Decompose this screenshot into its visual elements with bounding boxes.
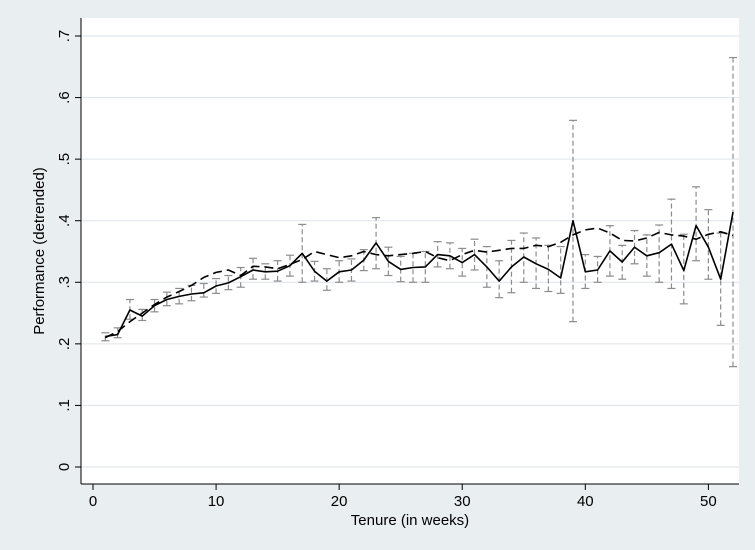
error-bar <box>421 250 430 283</box>
axes <box>80 18 739 485</box>
error-bar <box>224 274 233 291</box>
y-tick-label: .4 <box>56 214 73 227</box>
error-bar <box>692 186 701 262</box>
y-tick-label: 0 <box>56 463 73 471</box>
y-ticks: 0 .1 .2 .3 .4 .5 .6 .7 <box>56 30 81 471</box>
x-tick-label: 50 <box>700 493 717 510</box>
error-bar <box>150 298 159 313</box>
error-bar <box>458 247 467 277</box>
error-bar <box>322 268 331 291</box>
series-dashed-line <box>104 227 734 339</box>
y-tick-label: .5 <box>56 153 73 166</box>
error-bar <box>249 257 257 280</box>
x-tick-label: 30 <box>454 493 471 510</box>
error-bar <box>655 224 664 283</box>
error-bar <box>556 245 565 294</box>
y-tick-label: .6 <box>56 91 73 104</box>
x-ticks: 0 10 20 30 40 50 <box>89 484 717 510</box>
plot-area <box>81 18 739 484</box>
x-tick-label: 40 <box>577 493 594 510</box>
y-tick-label: .3 <box>56 276 73 289</box>
error-bar <box>162 291 171 307</box>
x-tick-label: 0 <box>89 493 97 510</box>
error-bars <box>101 56 737 368</box>
y-tick-label: .2 <box>56 338 73 351</box>
error-bar <box>101 332 110 342</box>
y-tick-label: .7 <box>56 30 73 43</box>
y-axis-title: Performance (detrended) <box>31 167 48 335</box>
grid <box>81 35 739 468</box>
x-axis-title: Tenure (in weeks) <box>351 512 469 529</box>
error-bar <box>212 277 221 294</box>
series-lines <box>104 211 734 339</box>
error-bar <box>384 246 393 277</box>
error-bar <box>138 308 147 322</box>
y-tick-label: .1 <box>56 399 73 412</box>
error-bar <box>729 56 737 368</box>
error-bar <box>704 209 713 280</box>
error-bar <box>470 238 479 271</box>
x-tick-label: 20 <box>331 493 348 510</box>
series-solid-line <box>105 211 734 338</box>
x-tick-label: 10 <box>208 493 225 510</box>
error-bar <box>495 260 504 299</box>
error-bar <box>199 282 208 298</box>
